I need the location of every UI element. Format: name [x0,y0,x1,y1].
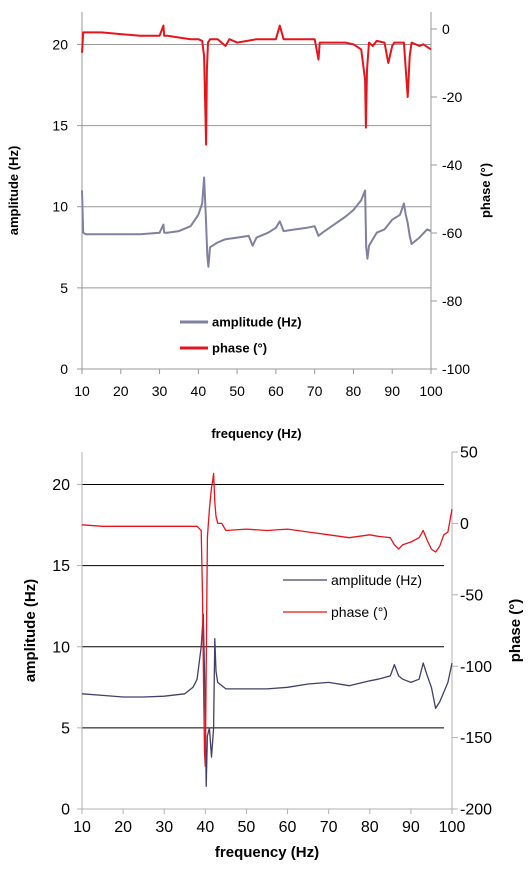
y-axis-title: amplitude (Hz) [22,579,39,682]
legend-label: amplitude (Hz) [212,315,302,330]
x-tick-label: 10 [73,819,91,836]
x-tick-label: 30 [155,819,173,836]
y2-tick-label: 0 [460,516,469,533]
x-tick-label: 70 [320,819,338,836]
y-axis-title: amplitude (Hz) [6,146,21,236]
y2-tick-label: -80 [442,293,462,309]
amplitude-series-line [81,613,453,787]
y2-tick-label: -200 [460,802,492,819]
y-tick-label: 15 [52,117,68,133]
x-tick-label: 70 [307,383,323,399]
x-tick-label: 20 [113,383,129,399]
x-tick-label: 40 [196,819,214,836]
amplitude-series-line [81,176,432,268]
x-tick-label: 100 [419,383,443,399]
x-tick-label: 100 [439,819,466,836]
y2-tick-label: -150 [460,730,492,747]
x-tick-label: 80 [361,819,379,836]
y-tick-label: 5 [61,720,70,737]
x-tick-label: 20 [114,819,132,836]
x-tick-label: 60 [268,383,284,399]
y2-axis-title: phase (°) [507,599,524,663]
y2-tick-label: -60 [442,225,462,241]
x-axis-title: frequency (Hz) [211,426,301,441]
chart-top: 10 20 30 40 50 60 70 80 90 100 0 5 10 15 20 0 -20 -40 -60 -… [6,12,493,441]
x-tick-label: 50 [238,819,256,836]
legend-label: phase (°) [331,604,388,620]
x-tick-label: 80 [346,383,362,399]
y2-tick-label: -100 [460,659,492,676]
x-tick-label: 40 [191,383,207,399]
y2-tick-label: -50 [460,587,483,604]
y-tick-label: 5 [60,280,68,296]
y2-tick-label: 50 [460,445,478,462]
y-tick-label: 10 [52,199,68,215]
x-tick-label: 90 [402,819,420,836]
y2-tick-label: -40 [442,157,462,173]
y2-tick-label: -20 [442,89,462,105]
x-tick-label: 60 [279,819,297,836]
y-tick-label: 15 [52,558,70,575]
x-tick-label: 90 [384,383,400,399]
x-tick-label: 50 [229,383,245,399]
y-tick-label: 0 [60,361,68,377]
y-tick-label: 0 [61,802,70,819]
y-tick-label: 20 [52,477,70,494]
x-axis-title: frequency (Hz) [215,844,319,861]
x-tick-label: 10 [74,383,90,399]
y2-tick-label: -100 [442,361,470,377]
chart-bottom: 10 20 30 40 50 60 70 80 90 100 0 5 10 15 20 50 0 -50 -100 -… [22,445,524,861]
y2-axis-title: phase (°) [478,163,493,218]
phase-series-line [81,24,432,146]
legend-label: phase (°) [212,341,267,356]
y-tick-label: 20 [52,36,68,52]
y2-tick-label: 0 [442,21,450,37]
x-tick-label: 30 [152,383,168,399]
y-tick-label: 10 [52,639,70,656]
phase-series-line [81,472,453,767]
legend-label: amplitude (Hz) [331,572,422,588]
